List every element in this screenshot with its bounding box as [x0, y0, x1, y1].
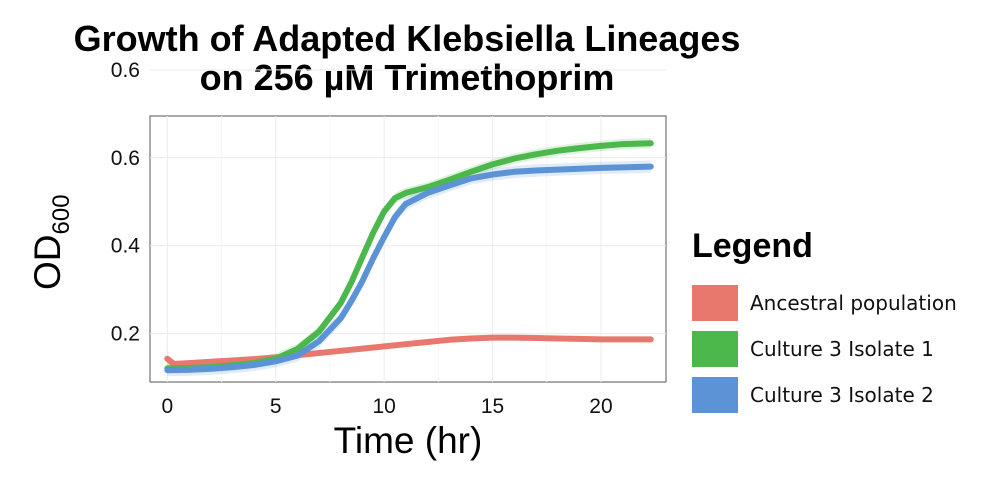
legend-label-3: Culture 3 Isolate 2 [750, 383, 934, 407]
chart-title-line-2: on 256 µM Trimethoprim [200, 57, 615, 98]
legend-title: Legend [692, 227, 813, 265]
legend-label-1: Ancestral population [750, 291, 957, 315]
x-tick-label: 5 [270, 395, 282, 418]
y-tick-label: 0.6 [111, 147, 140, 170]
y-axis-ticks: 0.2 0.4 0.6 0.6 [111, 59, 141, 346]
y-axis-label-base: OD [27, 235, 68, 291]
y-tick-label: 0.4 [111, 235, 141, 258]
y-axis-label: OD600 [27, 194, 75, 290]
series-lines [164, 140, 654, 374]
legend-swatch-1 [692, 285, 738, 321]
y-tick-label: 0.6 [111, 59, 140, 82]
x-tick-label: 0 [162, 395, 174, 418]
legend: Ancestral population Culture 3 Isolate 1 C… [692, 285, 957, 413]
y-tick-label: 0.2 [111, 323, 140, 346]
chart-title-line-1: Growth of Adapted Klebsiella Lineages [74, 18, 741, 59]
series-line-3 [164, 163, 654, 374]
x-axis-ticks: 0 5 10 15 20 [162, 395, 613, 418]
legend-swatch-3 [692, 377, 738, 413]
legend-swatch-2 [692, 331, 738, 367]
x-tick-label: 15 [481, 395, 504, 418]
x-tick-label: 10 [372, 395, 395, 418]
series-line-1 [164, 334, 654, 367]
y-axis-label-subscript: 600 [48, 194, 75, 234]
x-axis-label: Time (hr) [334, 420, 483, 461]
legend-label-2: Culture 3 Isolate 1 [750, 337, 934, 361]
x-tick-label: 20 [589, 395, 612, 418]
